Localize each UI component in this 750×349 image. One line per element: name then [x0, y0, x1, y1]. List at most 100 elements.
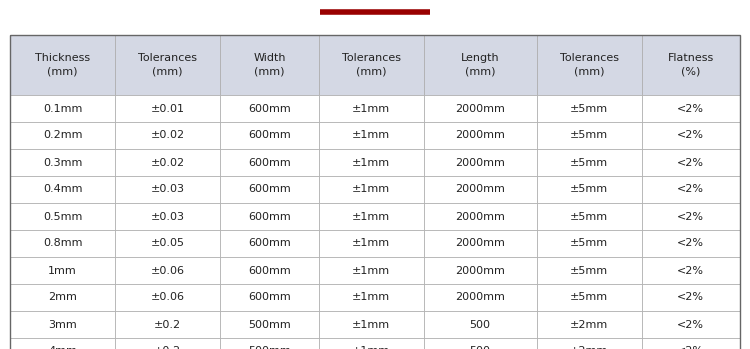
Text: 500: 500 — [470, 347, 490, 349]
Bar — [319, 122, 424, 149]
Bar — [116, 338, 220, 349]
Text: 1mm: 1mm — [48, 266, 77, 275]
Text: 0.5mm: 0.5mm — [43, 211, 82, 222]
Bar — [10, 35, 115, 95]
Text: ±5mm: ±5mm — [570, 292, 608, 303]
Bar — [424, 284, 536, 311]
Bar — [424, 338, 536, 349]
Text: ±0.03: ±0.03 — [151, 185, 184, 194]
Bar — [642, 122, 740, 149]
Text: ±1mm: ±1mm — [352, 185, 390, 194]
Text: <2%: <2% — [677, 319, 704, 329]
Bar — [642, 311, 740, 338]
Bar — [220, 122, 319, 149]
Text: Flatness
(%): Flatness (%) — [668, 53, 714, 76]
Bar — [220, 284, 319, 311]
Bar — [10, 284, 115, 311]
Text: 600mm: 600mm — [248, 157, 291, 168]
Bar — [536, 95, 642, 122]
Bar — [10, 122, 115, 149]
Bar — [10, 203, 115, 230]
Bar — [536, 230, 642, 257]
Bar — [642, 35, 740, 95]
Bar — [220, 257, 319, 284]
Bar — [424, 203, 536, 230]
Text: 600mm: 600mm — [248, 266, 291, 275]
Text: Width
(mm): Width (mm) — [254, 53, 286, 76]
Text: ±0.2: ±0.2 — [154, 347, 182, 349]
Text: 2000mm: 2000mm — [455, 292, 505, 303]
Text: ±1mm: ±1mm — [352, 157, 390, 168]
Text: 2000mm: 2000mm — [455, 266, 505, 275]
Text: 4mm: 4mm — [48, 347, 77, 349]
Text: ±1mm: ±1mm — [352, 292, 390, 303]
Bar — [424, 95, 536, 122]
Bar — [536, 338, 642, 349]
Text: Tolerances
(mm): Tolerances (mm) — [138, 53, 197, 76]
Bar — [10, 338, 115, 349]
Text: 0.3mm: 0.3mm — [43, 157, 82, 168]
Bar — [424, 257, 536, 284]
Bar — [116, 176, 220, 203]
Bar — [642, 149, 740, 176]
Bar — [220, 203, 319, 230]
Text: ±5mm: ±5mm — [570, 185, 608, 194]
Text: 500mm: 500mm — [248, 319, 291, 329]
Text: 2000mm: 2000mm — [455, 211, 505, 222]
Text: 600mm: 600mm — [248, 211, 291, 222]
Bar — [220, 176, 319, 203]
Bar — [10, 311, 115, 338]
Bar — [424, 149, 536, 176]
Text: 0.4mm: 0.4mm — [43, 185, 82, 194]
Text: Tolerances
(mm): Tolerances (mm) — [341, 53, 400, 76]
Text: 500mm: 500mm — [248, 347, 291, 349]
Text: <2%: <2% — [677, 104, 704, 113]
Bar — [536, 257, 642, 284]
Text: <2%: <2% — [677, 131, 704, 141]
Bar — [642, 338, 740, 349]
Text: 600mm: 600mm — [248, 238, 291, 248]
Bar — [536, 35, 642, 95]
Text: ±0.01: ±0.01 — [151, 104, 184, 113]
Text: Thickness
(mm): Thickness (mm) — [35, 53, 90, 76]
Bar — [319, 257, 424, 284]
Text: 2000mm: 2000mm — [455, 157, 505, 168]
Bar — [424, 176, 536, 203]
Text: ±1mm: ±1mm — [352, 131, 390, 141]
Text: ±0.02: ±0.02 — [151, 157, 184, 168]
Bar — [536, 149, 642, 176]
Bar — [536, 311, 642, 338]
Text: ±5mm: ±5mm — [570, 104, 608, 113]
Bar — [10, 257, 115, 284]
Bar — [116, 284, 220, 311]
Bar — [319, 176, 424, 203]
Text: 600mm: 600mm — [248, 185, 291, 194]
Text: <2%: <2% — [677, 211, 704, 222]
Text: Length
(mm): Length (mm) — [460, 53, 500, 76]
Bar — [319, 35, 424, 95]
Bar — [536, 122, 642, 149]
Text: 2000mm: 2000mm — [455, 104, 505, 113]
Bar — [642, 95, 740, 122]
Text: 0.8mm: 0.8mm — [43, 238, 82, 248]
Bar — [116, 35, 220, 95]
Bar — [220, 230, 319, 257]
Bar — [642, 230, 740, 257]
Bar — [642, 203, 740, 230]
Bar — [220, 311, 319, 338]
Bar — [220, 338, 319, 349]
Bar — [536, 284, 642, 311]
Bar — [10, 95, 115, 122]
Bar — [116, 149, 220, 176]
Text: ±2mm: ±2mm — [570, 319, 608, 329]
Text: 600mm: 600mm — [248, 104, 291, 113]
Bar — [424, 230, 536, 257]
Bar — [220, 35, 319, 95]
Text: ±5mm: ±5mm — [570, 211, 608, 222]
Text: ±5mm: ±5mm — [570, 157, 608, 168]
Bar — [642, 257, 740, 284]
Bar — [10, 230, 115, 257]
Text: 0.1mm: 0.1mm — [43, 104, 82, 113]
Text: 0.2mm: 0.2mm — [43, 131, 82, 141]
Bar — [116, 95, 220, 122]
